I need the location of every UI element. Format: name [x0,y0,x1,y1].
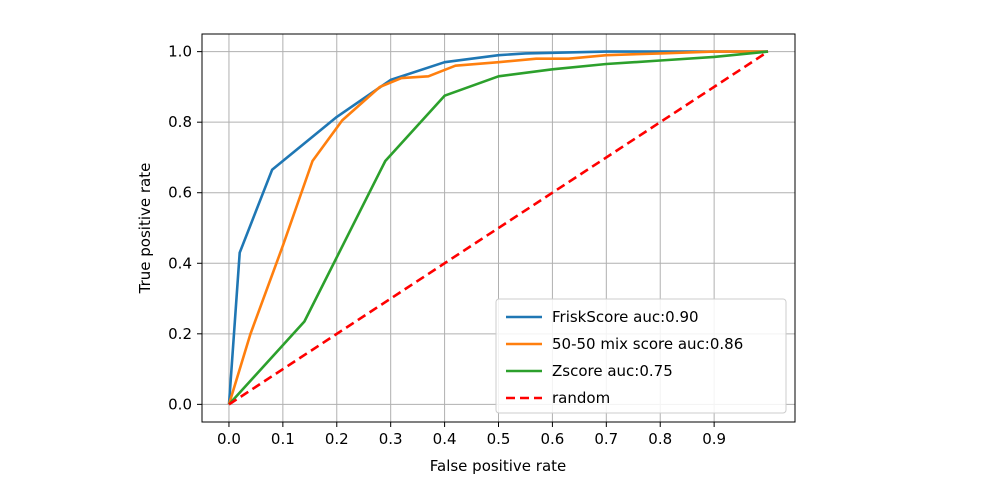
series-line-2 [228,50,769,406]
y-tick-label: 0.8 [168,113,192,131]
series-line-3 [228,50,769,406]
x-tick-label: 0.0 [217,430,241,448]
x-tick-label: 0.5 [487,430,511,448]
y-tick-label: 0.0 [168,395,192,413]
x-tick-label: 0.2 [325,430,349,448]
legend: FriskScore auc:0.90 50-50 mix score auc:0… [495,298,787,414]
x-tick-label: 0.7 [594,430,618,448]
x-tick-label: 0.8 [648,430,672,448]
legend-label: 50-50 mix score auc:0.86 [552,335,743,353]
y-tick-label: 0.6 [168,184,192,202]
x-tick-label: 0.6 [540,430,564,448]
x-tick-label: 0.4 [433,430,457,448]
x-axis-label: False positive rate [430,457,567,475]
y-axis-label: True positive rate [136,163,154,295]
legend-box [495,298,787,414]
y-tick-label: 1.0 [168,43,192,61]
legend-label: random [552,389,610,407]
x-tick-label: 0.9 [702,430,726,448]
legend-label: Zscore auc:0.75 [552,362,673,380]
x-tick-label: 0.3 [379,430,403,448]
legend-label: FriskScore auc:0.90 [552,308,699,326]
y-tick-label: 0.4 [168,254,192,272]
series-lines [227,50,769,406]
y-tick-label: 0.2 [168,325,192,343]
series-line-0 [227,50,768,405]
series-line-1 [227,50,768,405]
axis-ticks: 0.0 0.1 0.2 0.3 0.4 0.5 0.6 0.7 0.8 0.9 0.0 0.2 0.4 0… [168,43,726,448]
x-tick-label: 0.1 [271,430,295,448]
